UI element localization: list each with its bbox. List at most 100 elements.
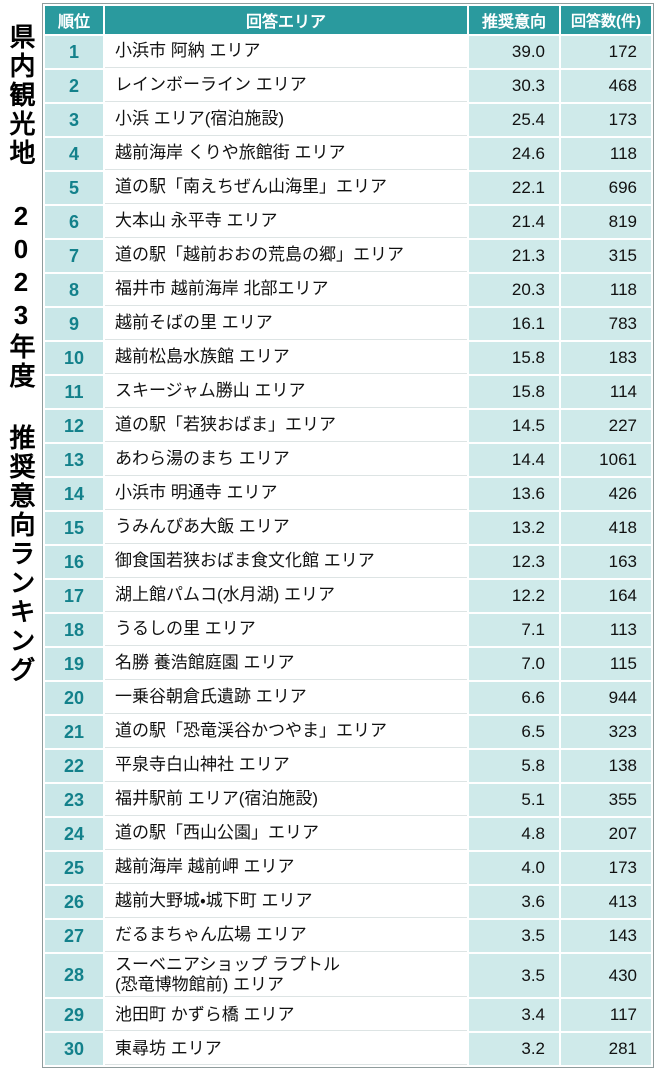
rank-cell: 30: [45, 1033, 103, 1066]
area-cell: レインボーライン エリア: [105, 70, 467, 102]
count-cell: 117: [561, 999, 651, 1032]
rank-cell: 2: [45, 70, 103, 102]
area-cell: 小浜市 阿納 エリア: [105, 36, 467, 68]
count-cell: 426: [561, 478, 651, 510]
page-title: 県内観光地 2023年度 推奨意向ランキング: [6, 23, 36, 685]
rank-cell: 24: [45, 818, 103, 850]
score-cell: 5.1: [469, 784, 559, 816]
score-cell: 25.4: [469, 104, 559, 136]
header-row: 順位 回答エリア 推奨意向 回答数(件): [45, 6, 651, 34]
count-cell: 173: [561, 104, 651, 136]
header-score: 推奨意向: [469, 6, 559, 34]
count-cell: 115: [561, 648, 651, 680]
count-cell: 696: [561, 172, 651, 204]
area-cell: スキージャム勝山 エリア: [105, 376, 467, 408]
rank-cell: 9: [45, 308, 103, 340]
count-cell: 418: [561, 512, 651, 544]
score-cell: 5.8: [469, 750, 559, 782]
rank-cell: 19: [45, 648, 103, 680]
score-cell: 16.1: [469, 308, 559, 340]
table-row: 17 湖上館パムコ(水月湖) エリア 12.2 164: [45, 580, 651, 612]
ranking-infographic: 県内観光地 2023年度 推奨意向ランキング 順位 回答エリア 推奨意向 回答数…: [0, 3, 654, 1068]
score-cell: 6.6: [469, 682, 559, 714]
rank-cell: 23: [45, 784, 103, 816]
area-cell: 越前松島水族館 エリア: [105, 342, 467, 374]
table-row: 19 名勝 養浩館庭園 エリア 7.0 115: [45, 648, 651, 680]
score-cell: 15.8: [469, 376, 559, 408]
table-row: 8 福井市 越前海岸 北部エリア 20.3 118: [45, 274, 651, 306]
table-row: 25 越前海岸 越前岬 エリア 4.0 173: [45, 852, 651, 884]
area-cell: 池田町 かずら橋 エリア: [105, 999, 467, 1032]
count-cell: 163: [561, 546, 651, 578]
score-cell: 21.3: [469, 240, 559, 272]
area-cell: 福井市 越前海岸 北部エリア: [105, 274, 467, 306]
table-row: 2 レインボーライン エリア 30.3 468: [45, 70, 651, 102]
rank-cell: 29: [45, 999, 103, 1032]
table-row: 1 小浜市 阿納 エリア 39.0 172: [45, 36, 651, 68]
table-row: 9 越前そばの里 エリア 16.1 783: [45, 308, 651, 340]
table-row: 22 平泉寺白山神社 エリア 5.8 138: [45, 750, 651, 782]
count-cell: 944: [561, 682, 651, 714]
table-row: 3 小浜 エリア(宿泊施設) 25.4 173: [45, 104, 651, 136]
area-cell: 小浜市 明通寺 エリア: [105, 478, 467, 510]
area-cell: 越前そばの里 エリア: [105, 308, 467, 340]
rank-cell: 15: [45, 512, 103, 544]
count-cell: 281: [561, 1033, 651, 1066]
count-cell: 468: [561, 70, 651, 102]
score-cell: 20.3: [469, 274, 559, 306]
score-cell: 24.6: [469, 138, 559, 170]
count-cell: 114: [561, 376, 651, 408]
count-cell: 355: [561, 784, 651, 816]
ranking-table-wrap: 順位 回答エリア 推奨意向 回答数(件) 1 小浜市 阿納 エリア 39.0 1…: [42, 3, 654, 1068]
rank-cell: 11: [45, 376, 103, 408]
table-row: 11 スキージャム勝山 エリア 15.8 114: [45, 376, 651, 408]
rank-cell: 26: [45, 886, 103, 918]
score-cell: 22.1: [469, 172, 559, 204]
table-row: 26 越前大野城・城下町 エリア 3.6 413: [45, 886, 651, 918]
area-cell: 道の駅「若狭おばま」エリア: [105, 410, 467, 442]
count-cell: 183: [561, 342, 651, 374]
header-count: 回答数(件): [561, 6, 651, 34]
score-cell: 3.2: [469, 1033, 559, 1066]
table-row: 28 スーベニアショップ ラプトル (恐竜博物館前) エリア 3.5 430: [45, 954, 651, 998]
count-cell: 138: [561, 750, 651, 782]
rank-cell: 18: [45, 614, 103, 646]
count-cell: 113: [561, 614, 651, 646]
rank-cell: 7: [45, 240, 103, 272]
header-rank: 順位: [45, 6, 103, 34]
area-cell: 道の駅「南えちぜん山海里」エリア: [105, 172, 467, 204]
rank-cell: 16: [45, 546, 103, 578]
score-cell: 12.2: [469, 580, 559, 612]
rank-cell: 10: [45, 342, 103, 374]
area-cell: 湖上館パムコ(水月湖) エリア: [105, 580, 467, 612]
area-cell: 道の駅「西山公園」エリア: [105, 818, 467, 850]
count-cell: 315: [561, 240, 651, 272]
header-area: 回答エリア: [105, 6, 467, 34]
score-cell: 3.4: [469, 999, 559, 1032]
table-row: 5 道の駅「南えちぜん山海里」エリア 22.1 696: [45, 172, 651, 204]
rank-cell: 21: [45, 716, 103, 748]
table-row: 14 小浜市 明通寺 エリア 13.6 426: [45, 478, 651, 510]
ranking-table: 順位 回答エリア 推奨意向 回答数(件) 1 小浜市 阿納 エリア 39.0 1…: [42, 3, 654, 1068]
score-cell: 4.0: [469, 852, 559, 884]
score-cell: 7.0: [469, 648, 559, 680]
score-cell: 12.3: [469, 546, 559, 578]
table-row: 15 うみんぴあ大飯 エリア 13.2 418: [45, 512, 651, 544]
table-row: 21 道の駅「恐竜渓谷かつやま」エリア 6.5 323: [45, 716, 651, 748]
area-cell: 道の駅「越前おおの荒島の郷」エリア: [105, 240, 467, 272]
count-cell: 207: [561, 818, 651, 850]
vertical-title-strip: 県内観光地 2023年度 推奨意向ランキング: [0, 3, 42, 998]
rank-cell: 14: [45, 478, 103, 510]
count-cell: 1061: [561, 444, 651, 476]
score-cell: 3.6: [469, 886, 559, 918]
table-row: 6 大本山 永平寺 エリア 21.4 819: [45, 206, 651, 238]
table-row: 7 道の駅「越前おおの荒島の郷」エリア 21.3 315: [45, 240, 651, 272]
score-cell: 3.5: [469, 920, 559, 952]
rank-cell: 25: [45, 852, 103, 884]
table-row: 23 福井駅前 エリア(宿泊施設) 5.1 355: [45, 784, 651, 816]
count-cell: 118: [561, 138, 651, 170]
score-cell: 14.4: [469, 444, 559, 476]
area-cell: 名勝 養浩館庭園 エリア: [105, 648, 467, 680]
rank-cell: 20: [45, 682, 103, 714]
rank-cell: 17: [45, 580, 103, 612]
